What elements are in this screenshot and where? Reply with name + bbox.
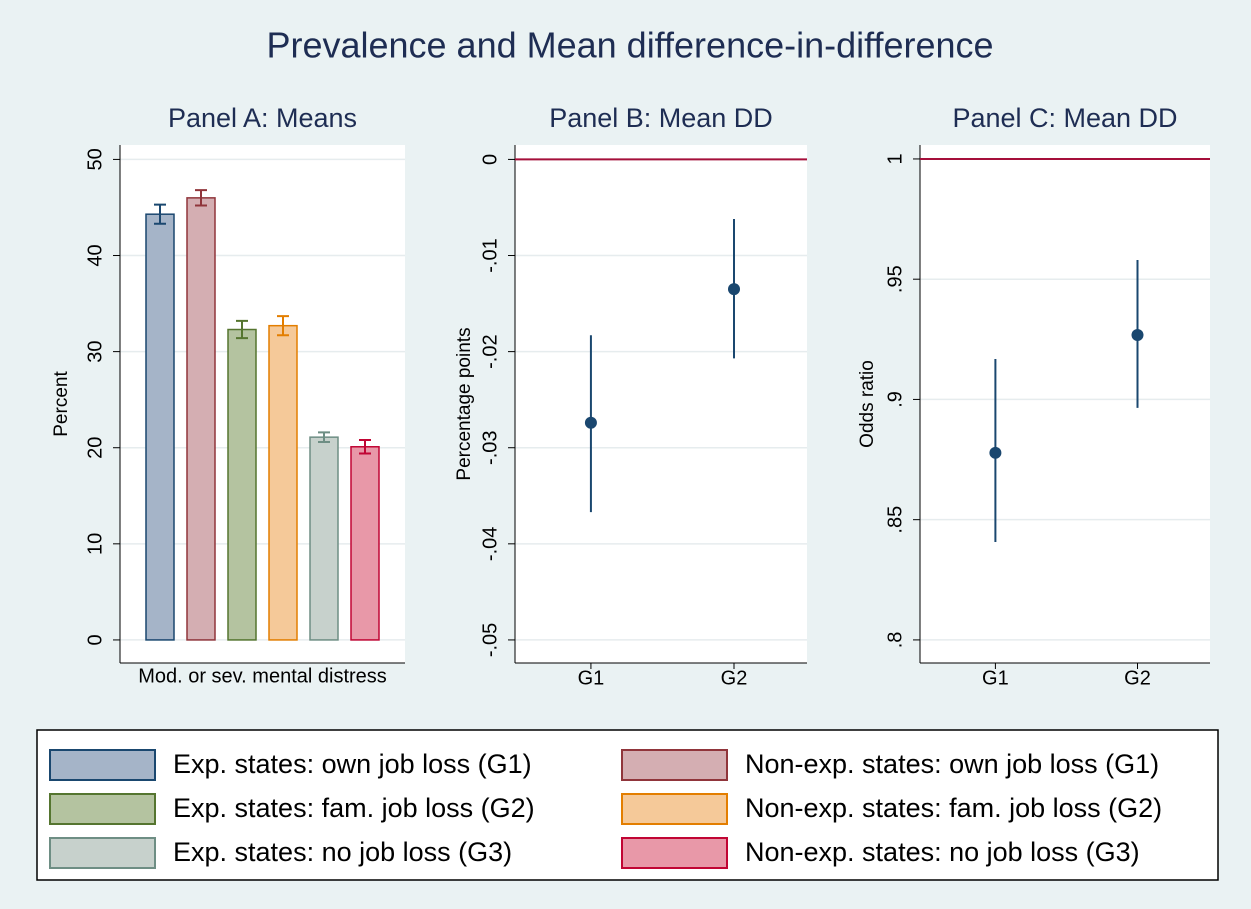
legend-label: Exp. states: fam. job loss (G2) xyxy=(173,793,535,823)
point xyxy=(584,416,597,429)
error-bar xyxy=(236,319,248,340)
bar xyxy=(268,324,298,641)
y-axis-title: Percent xyxy=(51,371,72,437)
y-tick-label: 50 xyxy=(84,148,106,170)
y-tick-label: 0 xyxy=(84,634,106,645)
y-axis-title: Percentage points xyxy=(454,327,475,480)
y-tick-label: 30 xyxy=(84,340,106,362)
x-tick-label: G1 xyxy=(578,667,605,689)
bar xyxy=(309,436,339,641)
legend-label: Exp. states: no job loss (G3) xyxy=(173,837,512,867)
legend-swatch xyxy=(49,749,156,781)
y-tick-label: 10 xyxy=(84,533,106,555)
bar xyxy=(227,328,257,641)
plot-area xyxy=(920,145,1210,663)
error-bar xyxy=(277,315,289,337)
error-bar xyxy=(359,439,371,455)
y-tick-label: 40 xyxy=(84,244,106,266)
y-tick-label: -.04 xyxy=(479,527,501,561)
y-tick-label: -.02 xyxy=(479,334,501,368)
legend-swatch xyxy=(49,793,156,825)
panel-title: Panel A: Means xyxy=(168,103,357,133)
y-tick-label: 20 xyxy=(84,437,106,459)
legend-swatch xyxy=(621,749,728,781)
x-axis-label: Mod. or sev. mental distress xyxy=(138,665,387,687)
error-bar xyxy=(154,203,166,225)
x-tick-label: G1 xyxy=(982,667,1009,689)
y-axis-title: Odds ratio xyxy=(857,360,878,448)
y-tick-label: 0 xyxy=(479,154,501,165)
y-tick-label: -.05 xyxy=(479,623,501,657)
legend-swatch xyxy=(621,837,728,869)
point xyxy=(1131,328,1144,341)
x-tick-label: G2 xyxy=(721,667,748,689)
y-tick-label: -.01 xyxy=(479,238,501,272)
panel-title: Panel C: Mean DD xyxy=(952,103,1177,133)
error-bar xyxy=(195,189,207,207)
x-tick-label: G2 xyxy=(1124,667,1151,689)
y-tick-label: .85 xyxy=(884,506,906,534)
bar xyxy=(145,213,175,641)
y-tick-label: 1 xyxy=(884,153,906,164)
plot-area xyxy=(515,145,807,663)
legend-label: Exp. states: own job loss (G1) xyxy=(173,749,532,779)
legend-label: Non-exp. states: fam. job loss (G2) xyxy=(745,793,1162,823)
y-tick-label: .8 xyxy=(884,632,906,649)
legend-swatch xyxy=(49,837,156,869)
y-tick-label: .9 xyxy=(884,391,906,408)
point xyxy=(728,283,740,296)
main-title: Prevalence and Mean difference-in-differ… xyxy=(266,25,993,66)
bar xyxy=(186,197,216,641)
y-tick-label: -.03 xyxy=(479,430,501,464)
legend-label: Non-exp. states: no job loss (G3) xyxy=(745,837,1140,867)
bar xyxy=(350,446,380,641)
y-tick-label: .95 xyxy=(884,265,906,293)
point xyxy=(989,446,1002,459)
panel-title: Panel B: Mean DD xyxy=(549,103,773,133)
error-bar xyxy=(318,431,330,443)
legend-swatch xyxy=(621,793,728,825)
legend-label: Non-exp. states: own job loss (G1) xyxy=(745,749,1159,779)
